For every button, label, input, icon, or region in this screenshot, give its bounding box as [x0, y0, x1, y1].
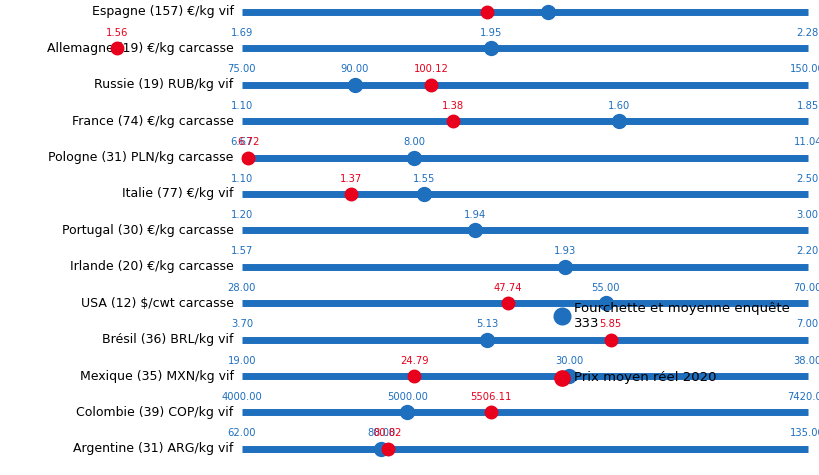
Text: 0.80: 0.80	[231, 0, 252, 1]
Text: 5.85: 5.85	[599, 319, 621, 329]
Text: 2.00: 2.00	[796, 0, 817, 1]
Text: 5506.11: 5506.11	[470, 392, 511, 402]
Text: 90.00: 90.00	[341, 64, 369, 74]
Text: 19.00: 19.00	[228, 356, 256, 366]
Text: Fourchette et moyenne enquête
333: Fourchette et moyenne enquête 333	[573, 302, 789, 330]
Text: 1.95: 1.95	[479, 28, 502, 38]
Text: Irlande (20) €/kg carcasse: Irlande (20) €/kg carcasse	[70, 260, 233, 273]
Text: 4000.00: 4000.00	[221, 392, 262, 402]
Text: 2.50: 2.50	[795, 173, 818, 183]
Text: 30.00: 30.00	[554, 356, 583, 366]
Text: Portugal (30) €/kg carcasse: Portugal (30) €/kg carcasse	[61, 224, 233, 237]
Text: 7.00: 7.00	[796, 319, 817, 329]
Text: 80.00: 80.00	[367, 428, 395, 438]
Text: Argentine (31) ARG/kg vif: Argentine (31) ARG/kg vif	[73, 442, 233, 456]
Text: 47.74: 47.74	[493, 283, 522, 293]
Text: 1.57: 1.57	[230, 247, 253, 256]
Text: 1.10: 1.10	[230, 101, 253, 111]
Text: 1.32: 1.32	[475, 0, 498, 1]
Text: 1.10: 1.10	[230, 173, 253, 183]
Text: 1.94: 1.94	[463, 210, 485, 220]
Text: Italie (77) €/kg vif: Italie (77) €/kg vif	[122, 188, 233, 200]
Text: 3.00: 3.00	[796, 210, 817, 220]
Text: 70.00: 70.00	[793, 283, 819, 293]
Text: 1.38: 1.38	[441, 101, 464, 111]
Text: 135.00: 135.00	[790, 428, 819, 438]
Text: 75.00: 75.00	[228, 64, 256, 74]
Text: 38.00: 38.00	[793, 356, 819, 366]
Text: Espagne (157) €/kg vif: Espagne (157) €/kg vif	[92, 5, 233, 19]
Text: 1.69: 1.69	[230, 28, 253, 38]
Text: 6.72: 6.72	[237, 137, 260, 147]
Text: 2.28: 2.28	[795, 28, 818, 38]
Text: USA (12) $/cwt carcasse: USA (12) $/cwt carcasse	[81, 297, 233, 310]
Text: 62.00: 62.00	[228, 428, 256, 438]
Text: Colombie (39) COP/kg vif: Colombie (39) COP/kg vif	[76, 406, 233, 419]
Text: 150.00: 150.00	[790, 64, 819, 74]
Text: Prix moyen réel 2020: Prix moyen réel 2020	[573, 371, 716, 384]
Text: 1.37: 1.37	[340, 173, 362, 183]
Text: 1.20: 1.20	[230, 210, 253, 220]
Text: 11.04: 11.04	[793, 137, 819, 147]
Text: 8.00: 8.00	[403, 137, 424, 147]
Text: Mexique (35) MXN/kg vif: Mexique (35) MXN/kg vif	[79, 370, 233, 382]
Text: France (74) €/kg carcasse: France (74) €/kg carcasse	[72, 114, 233, 128]
Text: 2.20: 2.20	[795, 247, 818, 256]
Text: 1.85: 1.85	[795, 101, 818, 111]
Text: Brésil (36) BRL/kg vif: Brésil (36) BRL/kg vif	[102, 333, 233, 346]
Text: 80.82: 80.82	[373, 428, 401, 438]
Text: 1.60: 1.60	[607, 101, 630, 111]
Text: 100.12: 100.12	[414, 64, 448, 74]
Text: 5.13: 5.13	[475, 319, 498, 329]
Text: 1.55: 1.55	[412, 173, 434, 183]
Text: 1.93: 1.93	[554, 247, 576, 256]
Text: 1.45: 1.45	[536, 0, 559, 1]
Text: 28.00: 28.00	[228, 283, 256, 293]
Text: 7420.00: 7420.00	[786, 392, 819, 402]
Text: 3.70: 3.70	[231, 319, 252, 329]
Text: Russie (19) RUB/kg vif: Russie (19) RUB/kg vif	[94, 78, 233, 91]
Text: 1.56: 1.56	[106, 28, 129, 38]
Text: 6.67: 6.67	[230, 137, 253, 147]
Text: Pologne (31) PLN/kg carcasse: Pologne (31) PLN/kg carcasse	[48, 151, 233, 164]
Text: 5000.00: 5000.00	[387, 392, 428, 402]
Text: 55.00: 55.00	[590, 283, 619, 293]
Text: 24.79: 24.79	[400, 356, 428, 366]
Text: Allemagne (19) €/kg carcasse: Allemagne (19) €/kg carcasse	[47, 42, 233, 55]
